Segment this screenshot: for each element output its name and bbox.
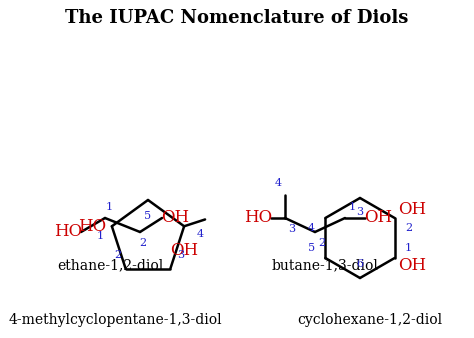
Text: 4: 4 — [274, 178, 282, 188]
Text: 1: 1 — [96, 231, 103, 241]
Text: 5: 5 — [308, 243, 315, 253]
Text: 2: 2 — [139, 238, 146, 248]
Text: 3: 3 — [177, 250, 184, 260]
Text: 2: 2 — [114, 250, 121, 260]
Text: 3: 3 — [289, 224, 296, 234]
Text: 3: 3 — [356, 207, 364, 217]
Text: 4: 4 — [308, 223, 315, 233]
Text: 4-methylcyclopentane-1,3-diol: 4-methylcyclopentane-1,3-diol — [8, 313, 222, 327]
Text: OH: OH — [399, 201, 427, 218]
Text: HO: HO — [244, 210, 272, 226]
Text: 1: 1 — [348, 202, 356, 212]
Text: OH: OH — [399, 258, 427, 274]
Text: The IUPAC Nomenclature of Diols: The IUPAC Nomenclature of Diols — [65, 9, 409, 27]
Text: butane-1,3-diol: butane-1,3-diol — [272, 258, 378, 272]
Text: 1: 1 — [405, 243, 412, 253]
Text: OH: OH — [170, 242, 199, 259]
Text: HO: HO — [78, 218, 106, 235]
Text: 4: 4 — [197, 229, 204, 239]
Text: HO: HO — [54, 223, 82, 241]
Text: 6: 6 — [356, 259, 364, 269]
Text: cyclohexane-1,2-diol: cyclohexane-1,2-diol — [298, 313, 443, 327]
Text: 2: 2 — [405, 223, 412, 233]
Text: 5: 5 — [145, 211, 152, 221]
Text: 1: 1 — [105, 202, 112, 212]
Text: ethane-1,2-diol: ethane-1,2-diol — [57, 258, 163, 272]
Text: OH: OH — [364, 210, 392, 226]
Text: OH: OH — [161, 210, 189, 226]
Text: 2: 2 — [319, 238, 326, 248]
